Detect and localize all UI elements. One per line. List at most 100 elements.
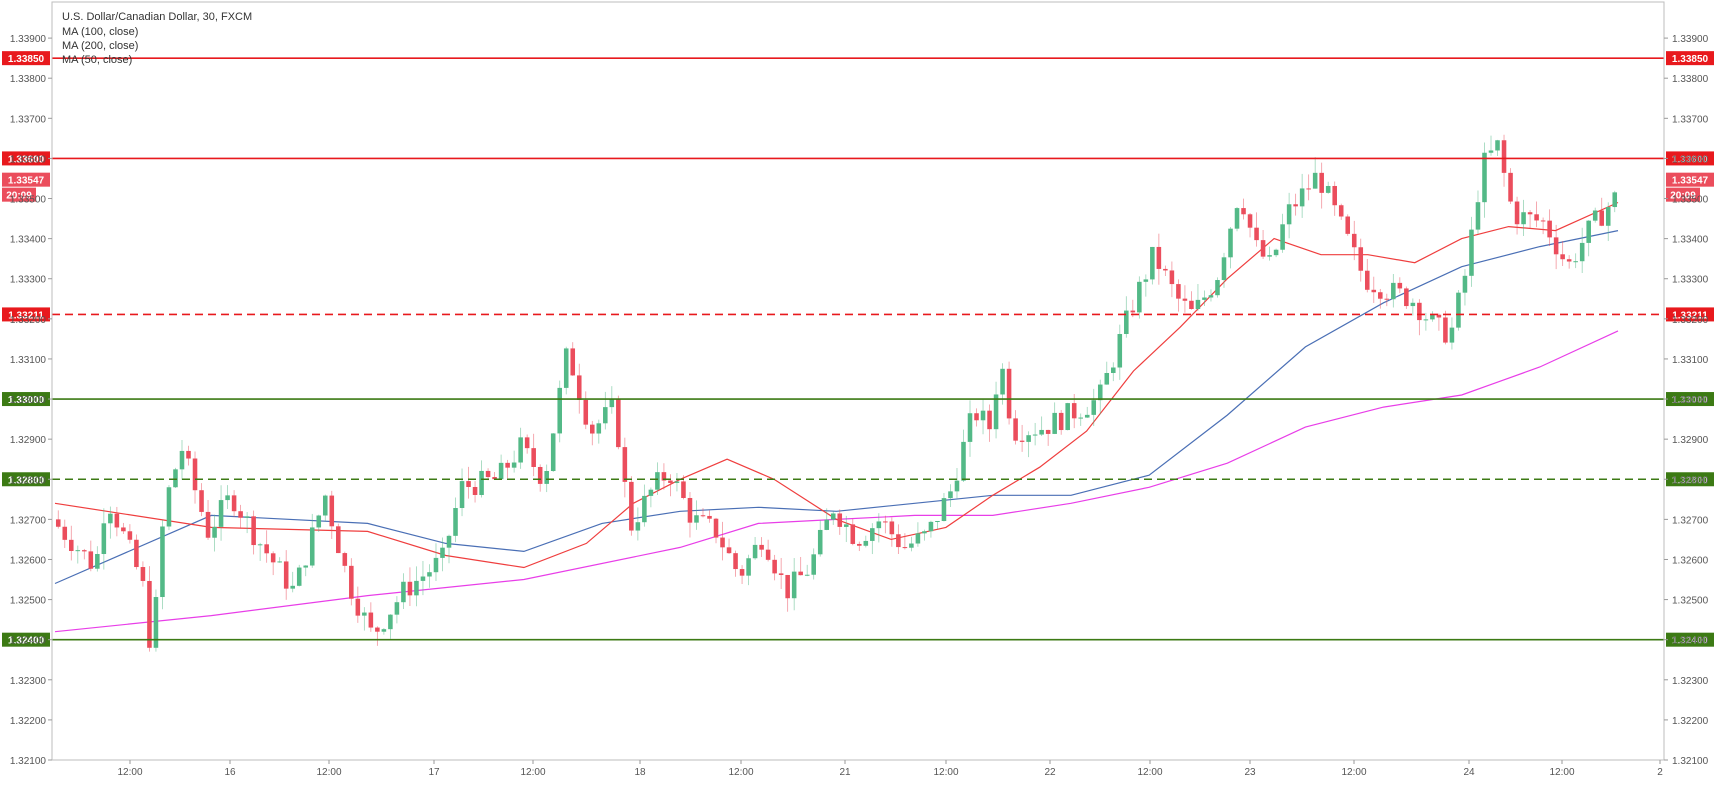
candle-down: [329, 495, 335, 527]
candle-down: [1547, 220, 1552, 238]
candle-up: [1456, 292, 1461, 328]
candle-up: [153, 597, 159, 648]
candle-down: [590, 424, 595, 434]
level-badge-left: [2, 307, 50, 322]
candle-up: [609, 399, 615, 408]
level-badge-label-right: 1.33000: [1672, 395, 1709, 406]
y-tick-label-left: 1.32100: [10, 756, 47, 767]
candle-up: [1195, 299, 1201, 309]
candle-down: [1006, 368, 1012, 419]
candle-up: [75, 550, 81, 552]
y-tick-label-left: 1.32700: [10, 515, 47, 526]
y-tick-label-left: 1.32500: [10, 596, 47, 607]
candle-up: [1221, 257, 1227, 281]
indicator-ma200-label: MA (200, close): [62, 40, 138, 52]
candle-down: [974, 413, 979, 421]
candle-down: [1351, 233, 1357, 248]
candle-up: [811, 554, 816, 575]
candle-up: [1312, 172, 1318, 189]
candle-down: [1345, 216, 1351, 234]
legend: U.S. Dollar/Canadian Dollar, 30, FXCM MA…: [62, 11, 252, 66]
candle-up: [1000, 368, 1005, 395]
candle-down: [127, 531, 133, 540]
candle-up: [1325, 185, 1331, 193]
candle-down: [1019, 440, 1025, 442]
x-tick-label: 23: [1244, 767, 1256, 778]
candle-down: [134, 539, 139, 568]
candle-up: [388, 614, 393, 630]
candle-up: [179, 450, 185, 470]
y-tick-label-left: 1.33700: [10, 114, 47, 125]
y-tick-label-right: 1.32500: [1672, 596, 1709, 607]
y-tick-label-right: 1.32600: [1672, 555, 1709, 566]
candle-down: [1540, 220, 1546, 222]
candle-up: [1228, 228, 1233, 258]
candle-up: [1286, 204, 1292, 225]
candle-up: [212, 526, 217, 538]
candle-down: [1443, 317, 1448, 343]
level-badge-right: [1666, 151, 1714, 166]
candle-up: [804, 574, 810, 576]
candle-up: [596, 423, 602, 434]
candle-up: [1104, 372, 1110, 385]
indicator-ma100-label: MA (100, close): [62, 26, 138, 38]
y-tick-label-left: 1.33800: [10, 74, 47, 85]
candle-up: [870, 528, 875, 541]
countdown-label: 20:09: [1670, 191, 1696, 202]
candle-down: [739, 569, 745, 576]
level-badge-left: [2, 472, 50, 487]
level-badge-label-right: 1.32400: [1672, 636, 1709, 647]
candle-down: [199, 490, 204, 512]
candle-down: [1501, 140, 1507, 173]
candle-down: [726, 547, 732, 554]
candle-down: [668, 480, 673, 483]
candle-down: [1358, 247, 1364, 271]
candle-down: [1436, 314, 1442, 318]
candle-up: [218, 500, 224, 527]
candle-up: [948, 491, 953, 499]
level-badge-right: [1666, 472, 1714, 487]
candle-up: [1273, 249, 1279, 256]
level-badge-right: [1666, 307, 1714, 322]
candle-down: [205, 511, 211, 538]
candle-up: [1586, 220, 1591, 243]
candle-up: [674, 481, 680, 483]
x-tick-label: 24: [1463, 767, 1475, 778]
y-tick-label-left: 1.32300: [10, 676, 47, 687]
level-badge-left: [2, 632, 50, 647]
candle-down: [485, 470, 491, 478]
candle-up: [309, 527, 315, 566]
candle-up: [1150, 246, 1155, 280]
candle-up: [257, 544, 263, 546]
candle-up: [101, 523, 107, 555]
x-tick-label: 12:00: [316, 767, 341, 778]
candle-up: [1267, 255, 1272, 257]
candle-up: [459, 481, 465, 509]
candle-down: [720, 537, 725, 548]
candle-up: [453, 508, 458, 536]
candle-up: [1026, 435, 1031, 442]
last-price-badge: [1666, 172, 1714, 187]
candle-down: [1241, 208, 1246, 215]
level-badge-label-left: 1.33600: [8, 154, 45, 165]
candle-down: [472, 487, 478, 495]
level-badge-label-right: 1.33211: [1672, 310, 1708, 321]
candle-up: [642, 495, 647, 523]
candle-down: [785, 574, 790, 599]
candle-up: [922, 531, 927, 534]
candle-up: [1612, 192, 1618, 208]
candle-up: [993, 394, 999, 430]
candle-up: [316, 515, 322, 528]
y-tick-label-left: 1.32800: [10, 475, 47, 486]
candles: [55, 134, 1618, 652]
candle-down: [1566, 259, 1572, 262]
candle-up: [394, 602, 400, 615]
candle-up: [550, 433, 556, 471]
level-badge-label-left: 1.33000: [8, 395, 45, 406]
candle-down: [1045, 429, 1051, 434]
candle-down: [759, 544, 764, 550]
candle-up: [303, 565, 309, 568]
candle-down: [902, 547, 908, 549]
level-badge-left: [2, 51, 50, 66]
candle-up: [1117, 334, 1123, 368]
